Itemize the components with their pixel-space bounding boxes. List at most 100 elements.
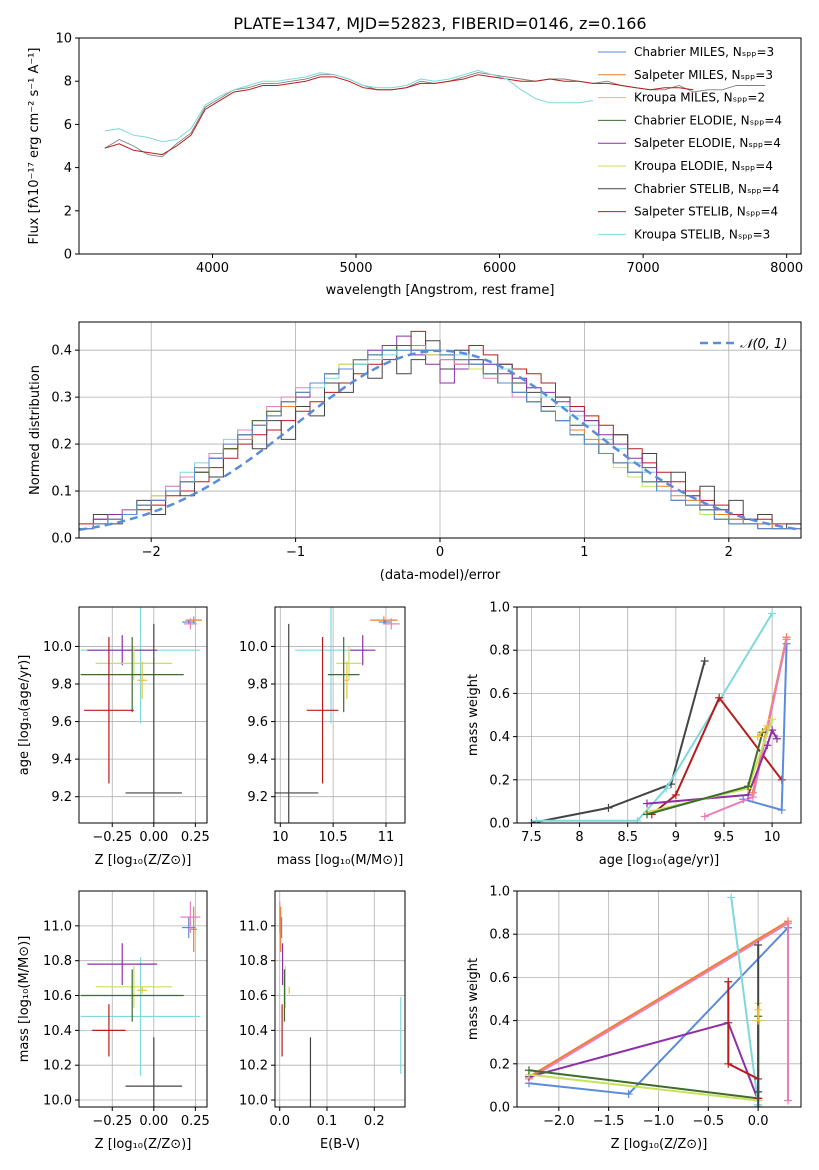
x-tick-label: 0.0 xyxy=(269,1114,290,1129)
x-tick-label: 0.0 xyxy=(748,1114,769,1129)
x-tick-label: 10 xyxy=(272,830,289,845)
legend-entry: Kroupa STELIB, Nₛₚₚ=3 xyxy=(634,227,770,241)
y-tick-label: 0.2 xyxy=(51,438,72,453)
x-tick-label: −0.25 xyxy=(92,1114,132,1129)
y-axis-label: Flux [fλ10⁻¹⁷ erg cm⁻² s⁻¹ A⁻¹] xyxy=(27,48,42,245)
y-axis-label: Normed distribution xyxy=(28,365,43,495)
x-tick-label: 0.00 xyxy=(139,1114,168,1129)
weight-marker xyxy=(527,819,536,823)
x-tick-label: −1.5 xyxy=(593,1114,625,1129)
spectrum-line-1 xyxy=(104,74,694,156)
weight-marker xyxy=(777,806,786,815)
weight-line-6 xyxy=(730,897,760,1105)
x-tick-label: 4000 xyxy=(196,261,229,276)
weight-marker xyxy=(604,803,613,812)
panel-0: 4000 5000 6000 7000 8000 0 2 4 6 8 10 wavelength [A… xyxy=(27,32,803,299)
y-tick-label: 0.0 xyxy=(51,532,72,547)
y-tick-label: 10 xyxy=(55,32,72,47)
y-tick-label: 0.6 xyxy=(489,687,510,702)
plot-area xyxy=(524,893,793,1107)
weight-marker xyxy=(754,1103,763,1107)
y-axis-label: mass weight xyxy=(466,958,481,1040)
x-tick-label: 2 xyxy=(725,545,733,560)
y-tick-label: 10.8 xyxy=(43,954,72,969)
weight-marker xyxy=(633,816,642,823)
weight-marker xyxy=(754,941,763,949)
weight-marker xyxy=(700,812,709,821)
axes-frame xyxy=(78,890,208,1108)
x-tick-label: −1 xyxy=(286,545,305,560)
x-tick-label: 0.00 xyxy=(139,830,168,845)
y-tick-label: 10.8 xyxy=(239,954,268,969)
y-axis-label: mass [log₁₀(M/M⊙)] xyxy=(17,936,32,1063)
x-tick-label: 0.1 xyxy=(317,1114,338,1129)
weight-marker xyxy=(772,734,781,743)
x-tick-label: −0.25 xyxy=(92,830,132,845)
weight-marker xyxy=(754,1016,763,1025)
x-axis-label: (data-model)/error xyxy=(380,568,501,583)
x-tick-label: 6000 xyxy=(483,261,516,276)
y-tick-label: 0.2 xyxy=(489,773,510,788)
y-tick-label: 0.4 xyxy=(489,730,510,745)
weight-marker xyxy=(642,799,651,808)
legend-entry: 𝒩(0, 1) xyxy=(740,337,787,352)
weight-marker xyxy=(724,977,733,986)
weight-marker xyxy=(784,919,793,928)
axes-frame xyxy=(274,606,406,824)
weight-marker xyxy=(763,741,772,750)
y-tick-label: 10.4 xyxy=(43,1024,72,1039)
weight-marker xyxy=(700,657,709,665)
x-tick-label: 10.5 xyxy=(319,830,348,845)
weight-marker xyxy=(763,721,772,730)
y-tick-label: 9.8 xyxy=(247,678,268,693)
x-tick-label: 0.2 xyxy=(364,1114,385,1129)
weight-marker xyxy=(662,784,671,793)
y-tick-label: 11.0 xyxy=(43,919,72,934)
x-tick-label: 10 xyxy=(764,830,781,845)
y-tick-label: 8 xyxy=(64,75,72,90)
x-tick-label: 5000 xyxy=(339,261,372,276)
weight-marker xyxy=(744,782,753,791)
y-axis-label: age [log₁₀(age/yr)] xyxy=(17,655,32,776)
weight-line-1 xyxy=(528,920,789,1078)
y-tick-label: 1.0 xyxy=(489,601,510,616)
y-tick-label: 6 xyxy=(64,118,72,133)
x-axis-label: Z [log₁₀(Z/Z⊙)] xyxy=(95,853,192,868)
weight-marker xyxy=(671,790,680,799)
axes-frame xyxy=(78,37,802,255)
y-tick-label: 9.2 xyxy=(51,790,72,805)
x-tick-label: 9 xyxy=(672,830,680,845)
x-tick-label: 8 xyxy=(575,830,583,845)
x-tick-label: 0 xyxy=(436,545,444,560)
x-tick-label: 7000 xyxy=(627,261,660,276)
weight-marker xyxy=(768,726,777,735)
legend-entry: Chabrier STELIB, Nₛₚₚ=4 xyxy=(634,182,779,196)
legend-entry: Salpeter STELIB, Nₛₚₚ=4 xyxy=(634,205,778,219)
legend-entry: Salpeter MILES, Nₛₚₚ=3 xyxy=(634,68,773,82)
panel-6: 0.0 0.1 0.2 10.0 10.2 10.4 10.6 10.8 11.0 E(B-V) xyxy=(239,890,406,1152)
y-tick-label: 9.2 xyxy=(247,790,268,805)
weight-marker xyxy=(768,715,777,724)
y-tick-label: 9.6 xyxy=(51,715,72,730)
plot-area xyxy=(79,330,801,538)
y-tick-label: 9.4 xyxy=(247,753,268,768)
y-tick-label: 0.2 xyxy=(489,1057,510,1072)
y-tick-label: 9.4 xyxy=(51,753,72,768)
x-axis-label: wavelength [Angstrom, rest frame] xyxy=(326,283,555,298)
x-tick-label: 11 xyxy=(378,830,395,845)
panel-7: −2.0 −1.5 −1.0 −0.5 0.0 0.0 0.2 0.4 0.6 0.8 1.0 Z [… xyxy=(466,885,802,1152)
y-tick-label: 10.6 xyxy=(239,989,268,1004)
legend-entry: Salpeter ELODIE, Nₛₚₚ=4 xyxy=(634,136,781,150)
x-tick-label: 1 xyxy=(580,545,588,560)
y-tick-label: 10.2 xyxy=(239,1059,268,1074)
x-tick-label: 8.5 xyxy=(617,830,638,845)
x-axis-label: age [log₁₀(age/yr)] xyxy=(599,853,720,868)
y-tick-label: 0 xyxy=(64,248,72,263)
panel-1: −2 −1 0 1 2 0.0 0.1 0.2 0.3 0.4 𝒩(0, 1) (data-model… xyxy=(28,321,802,583)
weight-marker xyxy=(784,1096,793,1105)
spectrum-line-2 xyxy=(104,69,593,143)
axes-frame xyxy=(274,890,406,1108)
x-axis-label: Z [log₁₀(Z/Z⊙)] xyxy=(611,1137,708,1152)
weight-marker xyxy=(727,893,736,902)
y-tick-label: 0.3 xyxy=(51,391,72,406)
